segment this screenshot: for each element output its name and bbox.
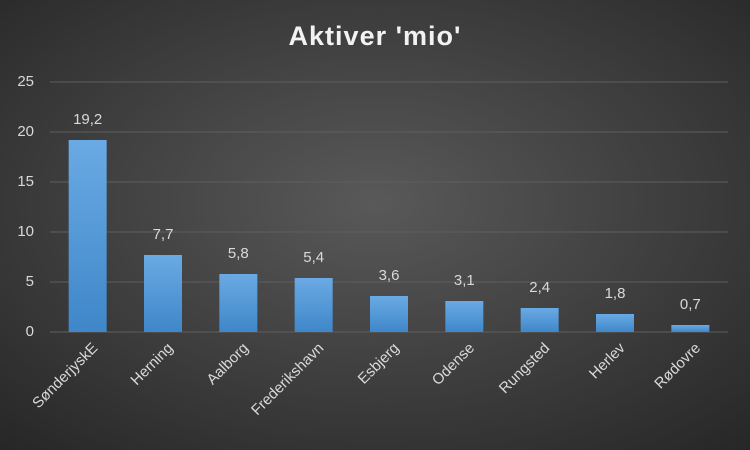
data-label: 0,7	[680, 296, 701, 313]
bar	[596, 314, 634, 332]
data-label: 3,6	[379, 267, 400, 284]
bar	[219, 274, 258, 332]
bar	[294, 278, 333, 332]
bar	[445, 301, 484, 332]
y-tick-label: 25	[17, 73, 34, 90]
bar	[520, 308, 559, 332]
data-label: 5,8	[228, 245, 249, 262]
y-tick-label: 0	[26, 323, 34, 340]
data-label: 7,7	[153, 226, 174, 243]
bar	[68, 140, 107, 332]
y-tick-label: 15	[17, 173, 34, 190]
bar	[671, 325, 710, 332]
y-tick-label: 20	[17, 123, 34, 140]
data-label: 5,4	[303, 249, 324, 266]
data-label: 3,1	[454, 272, 475, 289]
bar	[370, 296, 408, 332]
bar	[144, 255, 182, 332]
data-label: 1,8	[605, 285, 626, 302]
y-tick-label: 5	[26, 273, 34, 290]
chart-title: Aktiver 'mio'	[289, 21, 462, 51]
data-label: 2,4	[529, 279, 550, 296]
data-label: 19,2	[73, 111, 102, 128]
y-tick-label: 10	[17, 223, 34, 240]
